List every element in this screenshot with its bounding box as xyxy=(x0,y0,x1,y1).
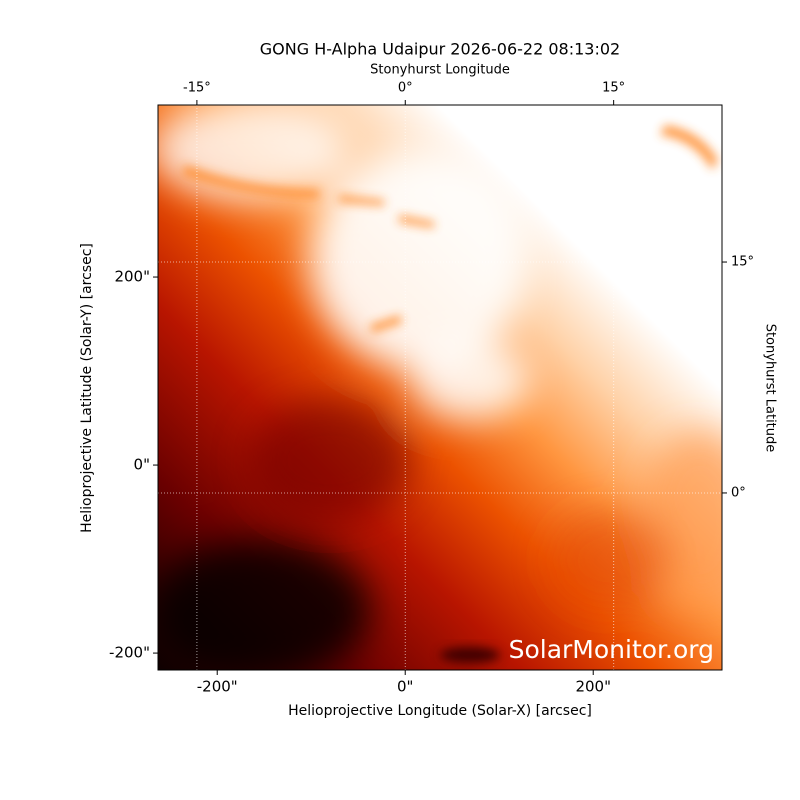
x-axis-label: Helioprojective Longitude (Solar-X) [arc… xyxy=(288,703,592,719)
y-axis-label: Helioprojective Latitude (Solar-Y) [arcs… xyxy=(79,243,95,533)
y2-tick-label: 0° xyxy=(731,485,746,500)
watermark: SolarMonitor.org xyxy=(509,635,714,664)
y2-axis-label: Stonyhurst Latitude xyxy=(763,324,778,453)
y-tick-label: 0" xyxy=(134,456,150,474)
y2-tick-label: 15° xyxy=(731,255,754,270)
y-tick-label: 200" xyxy=(114,268,150,286)
chart-title: GONG H-Alpha Udaipur 2026-06-22 08:13:02 xyxy=(260,40,620,59)
solar-image xyxy=(158,105,722,670)
x2-tick-label: 15° xyxy=(602,81,625,96)
x2-tick-label: -15° xyxy=(183,81,211,96)
x2-tick-label: 0° xyxy=(398,81,413,96)
plot-frame xyxy=(157,104,723,671)
x-tick-label: 0" xyxy=(397,678,413,696)
grid xyxy=(158,105,722,670)
y-tick-label: -200" xyxy=(109,644,150,662)
x-tick-label: -200" xyxy=(197,678,238,696)
x-tick-label: 200" xyxy=(575,678,611,696)
x2-axis-label: Stonyhurst Longitude xyxy=(370,63,510,78)
